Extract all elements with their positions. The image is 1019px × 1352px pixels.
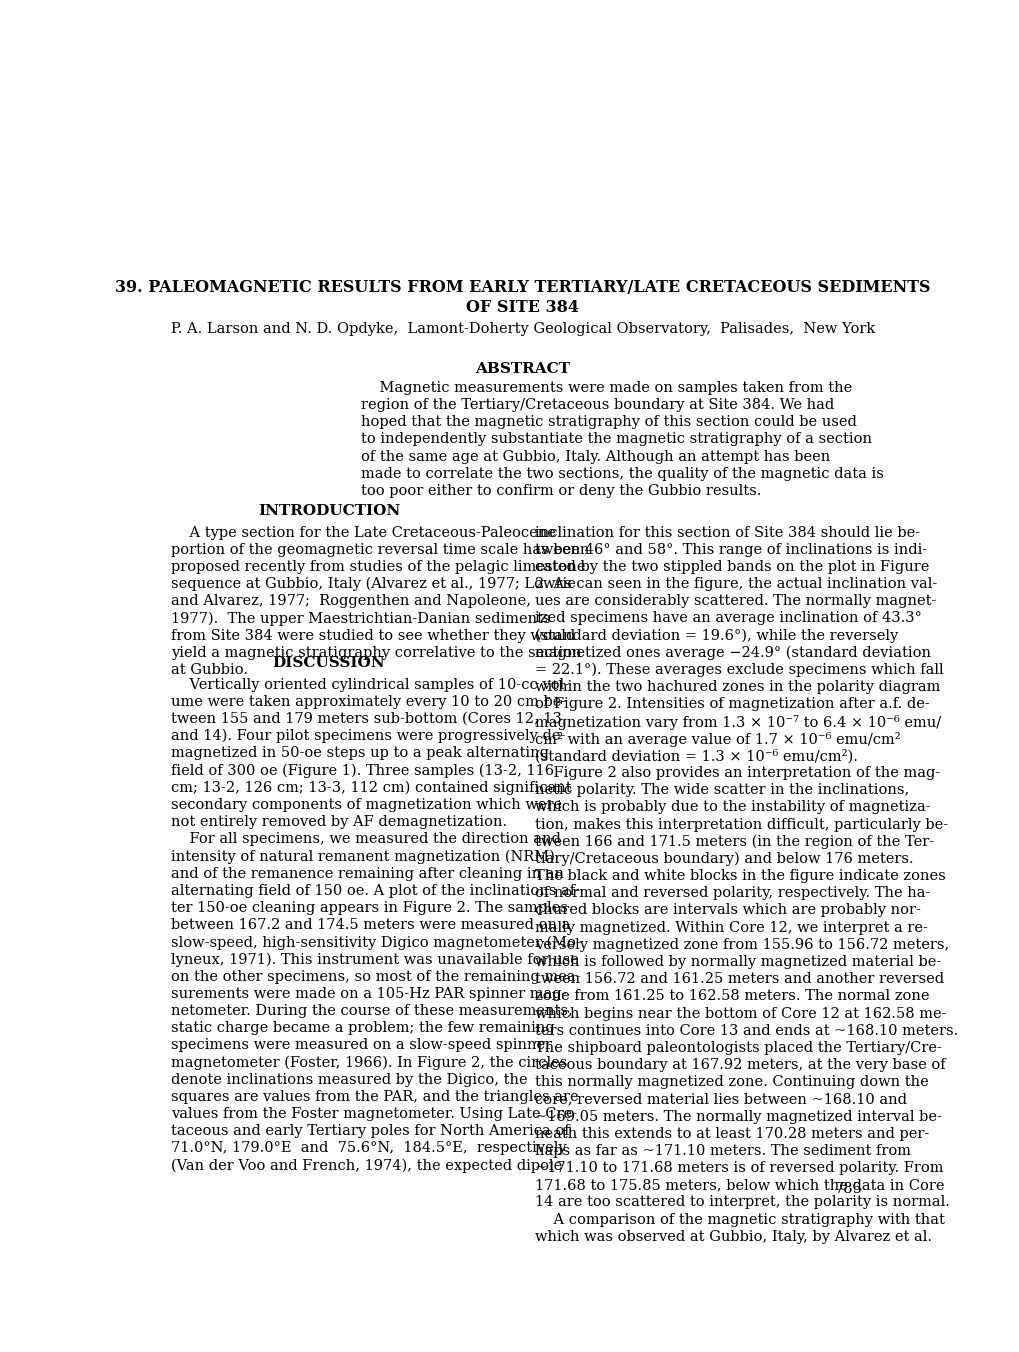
Text: (standard deviation = 1.3 × 10⁻⁶ emu/cm²).: (standard deviation = 1.3 × 10⁻⁶ emu/cm²…: [534, 749, 857, 764]
Text: and Alvarez, 1977;  Roggenthen and Napoleone,: and Alvarez, 1977; Roggenthen and Napole…: [171, 595, 531, 608]
Text: For all specimens, we measured the direction and: For all specimens, we measured the direc…: [171, 831, 560, 846]
Text: A type section for the Late Cretaceous-Paleocene: A type section for the Late Cretaceous-P…: [171, 526, 555, 539]
Text: slow-speed, high-sensitivity Digico magnetometer (Mo-: slow-speed, high-sensitivity Digico magn…: [171, 936, 580, 949]
Text: (standard deviation = 19.6°), while the reversely: (standard deviation = 19.6°), while the …: [534, 629, 897, 644]
Text: inclination for this section of Site 384 should lie be-: inclination for this section of Site 384…: [534, 526, 919, 539]
Text: which is followed by normally magnetized material be-: which is followed by normally magnetized…: [534, 955, 940, 969]
Text: intensity of natural remanent magnetization (NRM): intensity of natural remanent magnetizat…: [171, 849, 554, 864]
Text: netometer. During the course of these measurements,: netometer. During the course of these me…: [171, 1005, 572, 1018]
Text: INTRODUCTION: INTRODUCTION: [258, 504, 399, 518]
Text: portion of the geomagnetic reversal time scale has been: portion of the geomagnetic reversal time…: [171, 542, 589, 557]
Text: and of the remanence remaining after cleaning in an: and of the remanence remaining after cle…: [171, 867, 564, 880]
Text: tween 155 and 179 meters sub-bottom (Cores 12, 13,: tween 155 and 179 meters sub-bottom (Cor…: [171, 713, 566, 726]
Text: 2. As can seen in the figure, the actual inclination val-: 2. As can seen in the figure, the actual…: [534, 577, 935, 591]
Text: ter 150-oe cleaning appears in Figure 2. The samples: ter 150-oe cleaning appears in Figure 2.…: [171, 900, 568, 915]
Text: mally magnetized. Within Core 12, we interpret a re-: mally magnetized. Within Core 12, we int…: [534, 921, 926, 934]
Text: cm² with an average value of 1.7 × 10⁻⁶ emu/cm²: cm² with an average value of 1.7 × 10⁻⁶ …: [534, 731, 900, 746]
Text: 171.68 to 175.85 meters, below which the data in Core: 171.68 to 175.85 meters, below which the…: [534, 1179, 944, 1192]
Text: = 22.1°). These averages exclude specimens which fall: = 22.1°). These averages exclude specime…: [534, 662, 943, 677]
Text: tween 166 and 171.5 meters (in the region of the Ter-: tween 166 and 171.5 meters (in the regio…: [534, 834, 932, 849]
Text: which is probably due to the instability of magnetiza-: which is probably due to the instability…: [534, 800, 929, 814]
Text: Figure 2 also provides an interpretation of the mag-: Figure 2 also provides an interpretation…: [534, 767, 938, 780]
Text: taceous boundary at 167.92 meters, at the very base of: taceous boundary at 167.92 meters, at th…: [534, 1059, 945, 1072]
Text: cated by the two stippled bands on the plot in Figure: cated by the two stippled bands on the p…: [534, 560, 928, 573]
Text: surements were made on a 105-Hz PAR spinner mag-: surements were made on a 105-Hz PAR spin…: [171, 987, 566, 1000]
Text: this normally magnetized zone. Continuing down the: this normally magnetized zone. Continuin…: [534, 1075, 927, 1090]
Text: DISCUSSION: DISCUSSION: [272, 656, 385, 669]
Text: haps as far as ~171.10 meters. The sediment from: haps as far as ~171.10 meters. The sedim…: [534, 1144, 910, 1157]
Text: netic polarity. The wide scatter in the inclinations,: netic polarity. The wide scatter in the …: [534, 783, 908, 798]
Text: tiary/Cretaceous boundary) and below 176 meters.: tiary/Cretaceous boundary) and below 176…: [534, 852, 912, 867]
Text: on the other specimens, so most of the remaining mea-: on the other specimens, so most of the r…: [171, 969, 580, 983]
Text: OF SITE 384: OF SITE 384: [466, 299, 579, 315]
Text: made to correlate the two sections, the quality of the magnetic data is: made to correlate the two sections, the …: [361, 466, 882, 481]
Text: squares are values from the PAR, and the triangles are: squares are values from the PAR, and the…: [171, 1090, 578, 1103]
Text: A comparison of the magnetic stratigraphy with that: A comparison of the magnetic stratigraph…: [534, 1213, 944, 1226]
Text: ~171.10 to 171.68 meters is of reversed polarity. From: ~171.10 to 171.68 meters is of reversed …: [534, 1161, 943, 1175]
Text: region of the Tertiary/Cretaceous boundary at Site 384. We had: region of the Tertiary/Cretaceous bounda…: [361, 397, 834, 412]
Text: (Van der Voo and French, 1974), the expected dipole: (Van der Voo and French, 1974), the expe…: [171, 1159, 561, 1174]
Text: not entirely removed by AF demagnetization.: not entirely removed by AF demagnetizati…: [171, 815, 506, 829]
Text: of the same age at Gubbio, Italy. Although an attempt has been: of the same age at Gubbio, Italy. Althou…: [361, 450, 829, 464]
Text: which begins near the bottom of Core 12 at 162.58 me-: which begins near the bottom of Core 12 …: [534, 1006, 946, 1021]
Text: lyneux, 1971). This instrument was unavailable for use: lyneux, 1971). This instrument was unava…: [171, 952, 579, 967]
Text: alternating field of 150 oe. A plot of the inclinations af-: alternating field of 150 oe. A plot of t…: [171, 884, 579, 898]
Text: field of 300 oe (Figure 1). Three samples (13-2, 116: field of 300 oe (Figure 1). Three sample…: [171, 764, 553, 777]
Text: ~169.05 meters. The normally magnetized interval be-: ~169.05 meters. The normally magnetized …: [534, 1110, 941, 1124]
Text: magnetized ones average −24.9° (standard deviation: magnetized ones average −24.9° (standard…: [534, 646, 929, 660]
Text: core, reversed material lies between ~168.10 and: core, reversed material lies between ~16…: [534, 1092, 906, 1106]
Text: static charge became a problem; the few remaining: static charge became a problem; the few …: [171, 1021, 554, 1036]
Text: secondary components of magnetization which were: secondary components of magnetization wh…: [171, 798, 561, 811]
Text: within the two hachured zones in the polarity diagram: within the two hachured zones in the pol…: [534, 680, 940, 694]
Text: ized specimens have an average inclination of 43.3°: ized specimens have an average inclinati…: [534, 611, 920, 626]
Text: ABSTRACT: ABSTRACT: [475, 362, 570, 376]
Text: cm; 13-2, 126 cm; 13-3, 112 cm) contained significant: cm; 13-2, 126 cm; 13-3, 112 cm) containe…: [171, 780, 571, 795]
Text: which was observed at Gubbio, Italy, by Alvarez et al.: which was observed at Gubbio, Italy, by …: [534, 1230, 930, 1244]
Text: between 167.2 and 174.5 meters were measured on a: between 167.2 and 174.5 meters were meas…: [171, 918, 570, 932]
Text: tween 156.72 and 161.25 meters and another reversed: tween 156.72 and 161.25 meters and anoth…: [534, 972, 943, 986]
Text: hoped that the magnetic stratigraphy of this section could be used: hoped that the magnetic stratigraphy of …: [361, 415, 856, 429]
Text: Vertically oriented cylindrical samples of 10-cc vol-: Vertically oriented cylindrical samples …: [171, 677, 569, 692]
Text: 785: 785: [834, 1183, 862, 1197]
Text: specimens were measured on a slow-speed spinner: specimens were measured on a slow-speed …: [171, 1038, 551, 1052]
Text: versely magnetized zone from 155.96 to 156.72 meters,: versely magnetized zone from 155.96 to 1…: [534, 938, 948, 952]
Text: ters continues into Core 13 and ends at ~168.10 meters.: ters continues into Core 13 and ends at …: [534, 1023, 957, 1038]
Text: 14 are too scattered to interpret, the polarity is normal.: 14 are too scattered to interpret, the p…: [534, 1195, 949, 1210]
Text: The black and white blocks in the figure indicate zones: The black and white blocks in the figure…: [534, 869, 945, 883]
Text: 39. PALEOMAGNETIC RESULTS FROM EARLY TERTIARY/LATE CRETACEOUS SEDIMENTS: 39. PALEOMAGNETIC RESULTS FROM EARLY TER…: [115, 279, 929, 296]
Text: Magnetic measurements were made on samples taken from the: Magnetic measurements were made on sampl…: [361, 381, 851, 395]
Text: 1977).  The upper Maestrichtian-Danian sediments: 1977). The upper Maestrichtian-Danian se…: [171, 611, 550, 626]
Text: magnetization vary from 1.3 × 10⁻⁷ to 6.4 × 10⁻⁶ emu/: magnetization vary from 1.3 × 10⁻⁷ to 6.…: [534, 714, 940, 730]
Text: taceous and early Tertiary poles for North America of: taceous and early Tertiary poles for Nor…: [171, 1124, 569, 1138]
Text: zone from 161.25 to 162.58 meters. The normal zone: zone from 161.25 to 162.58 meters. The n…: [534, 990, 928, 1003]
Text: values from the Foster magnetometer. Using Late Cre-: values from the Foster magnetometer. Usi…: [171, 1107, 577, 1121]
Text: tween 46° and 58°. This range of inclinations is indi-: tween 46° and 58°. This range of inclina…: [534, 542, 926, 557]
Text: magnetized in 50-oe steps up to a peak alternating: magnetized in 50-oe steps up to a peak a…: [171, 746, 548, 760]
Text: denote inclinations measured by the Digico, the: denote inclinations measured by the Digi…: [171, 1072, 527, 1087]
Text: yield a magnetic stratigraphy correlative to the section: yield a magnetic stratigraphy correlativ…: [171, 646, 581, 660]
Text: ues are considerably scattered. The normally magnet-: ues are considerably scattered. The norm…: [534, 595, 935, 608]
Text: neath this extends to at least 170.28 meters and per-: neath this extends to at least 170.28 me…: [534, 1126, 928, 1141]
Text: too poor either to confirm or deny the Gubbio results.: too poor either to confirm or deny the G…: [361, 484, 760, 498]
Text: magnetometer (Foster, 1966). In Figure 2, the circles: magnetometer (Foster, 1966). In Figure 2…: [171, 1056, 567, 1069]
Text: P. A. Larson and N. D. Opdyke,  Lamont-Doherty Geological Observatory,  Palisade: P. A. Larson and N. D. Opdyke, Lamont-Do…: [170, 322, 874, 335]
Text: 71.0°N, 179.0°E  and  75.6°N,  184.5°E,  respectively: 71.0°N, 179.0°E and 75.6°N, 184.5°E, res…: [171, 1141, 566, 1156]
Text: sequence at Gubbio, Italy (Alvarez et al., 1977; Lowrie: sequence at Gubbio, Italy (Alvarez et al…: [171, 577, 576, 591]
Text: to independently substantiate the magnetic stratigraphy of a section: to independently substantiate the magnet…: [361, 433, 871, 446]
Text: chured blocks are intervals which are probably nor-: chured blocks are intervals which are pr…: [534, 903, 919, 918]
Text: The shipboard paleontologists placed the Tertiary/Cre-: The shipboard paleontologists placed the…: [534, 1041, 941, 1055]
Text: of Figure 2. Intensities of magnetization after a.f. de-: of Figure 2. Intensities of magnetizatio…: [534, 698, 928, 711]
Text: ume were taken approximately every 10 to 20 cm be-: ume were taken approximately every 10 to…: [171, 695, 566, 708]
Text: tion, makes this interpretation difficult, particularly be-: tion, makes this interpretation difficul…: [534, 818, 947, 831]
Text: at Gubbio.: at Gubbio.: [171, 662, 248, 677]
Text: proposed recently from studies of the pelagic limestone: proposed recently from studies of the pe…: [171, 560, 585, 573]
Text: of normal and reversed polarity, respectively. The ha-: of normal and reversed polarity, respect…: [534, 887, 929, 900]
Text: and 14). Four pilot specimens were progressively de-: and 14). Four pilot specimens were progr…: [171, 729, 565, 744]
Text: from Site 384 were studied to see whether they would: from Site 384 were studied to see whethe…: [171, 629, 575, 642]
